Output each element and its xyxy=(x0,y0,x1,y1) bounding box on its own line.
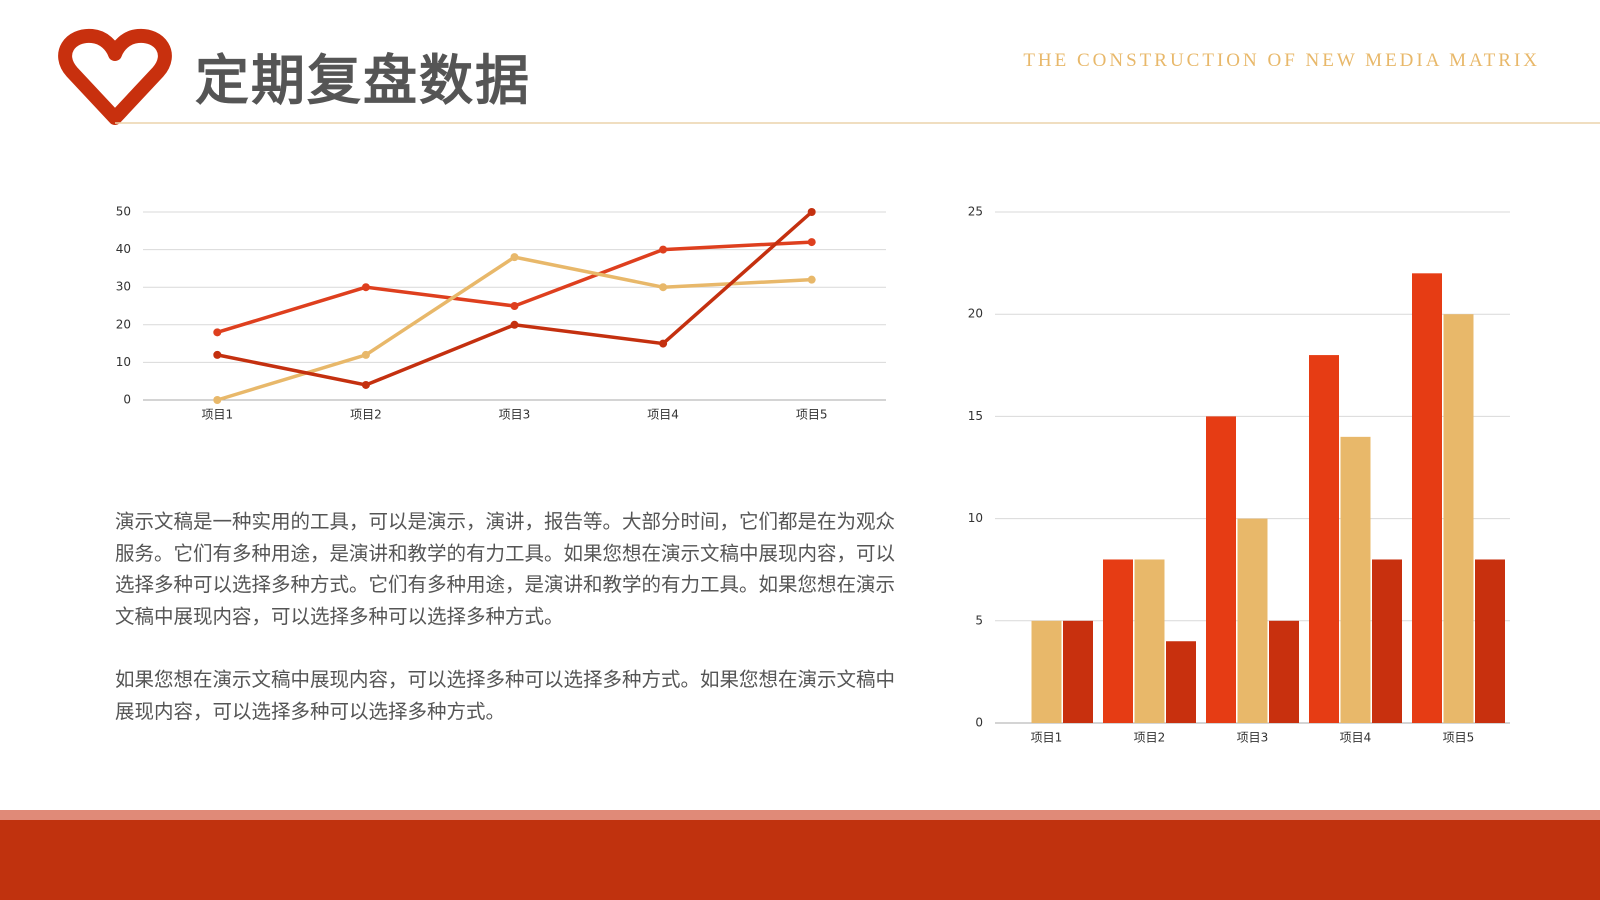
bar xyxy=(1063,620,1093,723)
heart-icon xyxy=(58,28,172,125)
x-tick-label: 项目4 xyxy=(1340,731,1372,745)
point xyxy=(807,238,816,247)
y-tick-label: 25 xyxy=(968,205,983,219)
y-tick-label: 10 xyxy=(116,355,131,369)
bar xyxy=(1166,641,1196,723)
point xyxy=(510,320,519,329)
x-tick-label: 项目5 xyxy=(796,408,828,422)
point xyxy=(361,283,370,292)
point xyxy=(510,302,519,310)
point xyxy=(213,350,222,359)
point xyxy=(510,253,519,262)
point xyxy=(659,245,668,254)
bar xyxy=(1309,355,1339,723)
x-tick-label: 项目5 xyxy=(1443,731,1475,745)
point xyxy=(807,208,816,216)
y-tick-label: 0 xyxy=(123,393,131,407)
y-tick-label: 10 xyxy=(968,511,983,525)
y-tick-label: 40 xyxy=(116,242,131,256)
point xyxy=(361,380,370,389)
point xyxy=(361,350,370,359)
bar xyxy=(1134,559,1165,723)
bar xyxy=(1475,559,1505,723)
point xyxy=(807,275,816,284)
x-tick-label: 项目3 xyxy=(499,408,531,422)
paragraph: 演示文稿是一种实用的工具，可以是演示，演讲，报告等。大部分时间，它们都是在为观众… xyxy=(115,510,896,628)
point xyxy=(213,396,222,404)
footer-stripe xyxy=(0,810,1600,820)
point xyxy=(659,283,668,292)
bar xyxy=(1103,559,1133,723)
bar xyxy=(1372,559,1402,723)
y-tick-label: 30 xyxy=(116,280,131,294)
footer-band xyxy=(0,820,1600,900)
bar xyxy=(1412,273,1442,723)
subtitle: THE CONSTRUCTION OF NEW MEDIA MATRIX xyxy=(1023,50,1540,71)
bar xyxy=(1340,436,1371,723)
paragraph: 如果您想在演示文稿中展现内容，可以选择多种可以选择多种方式。如果您想在演示文稿中… xyxy=(115,668,896,723)
title: 定期复盘数据 xyxy=(195,48,531,112)
bar xyxy=(1206,416,1236,723)
line xyxy=(216,210,813,387)
x-tick-label: 项目2 xyxy=(350,408,382,422)
y-tick-label: 5 xyxy=(975,613,983,627)
bar xyxy=(1031,620,1062,723)
y-tick-label: 15 xyxy=(968,409,983,423)
y-tick-label: 20 xyxy=(968,307,983,321)
bar xyxy=(1443,314,1474,723)
x-tick-label: 项目2 xyxy=(1134,731,1166,745)
x-tick-label: 项目3 xyxy=(1237,731,1269,745)
bar xyxy=(1237,518,1268,723)
point xyxy=(659,339,668,348)
y-tick-label: 20 xyxy=(116,317,131,331)
point xyxy=(213,328,222,337)
x-tick-label: 项目4 xyxy=(647,408,679,422)
y-tick-label: 50 xyxy=(116,205,131,219)
x-tick-label: 项目1 xyxy=(1031,731,1063,745)
bar xyxy=(1269,620,1299,723)
x-tick-label: 项目1 xyxy=(201,408,233,422)
y-tick-label: 0 xyxy=(975,716,983,730)
